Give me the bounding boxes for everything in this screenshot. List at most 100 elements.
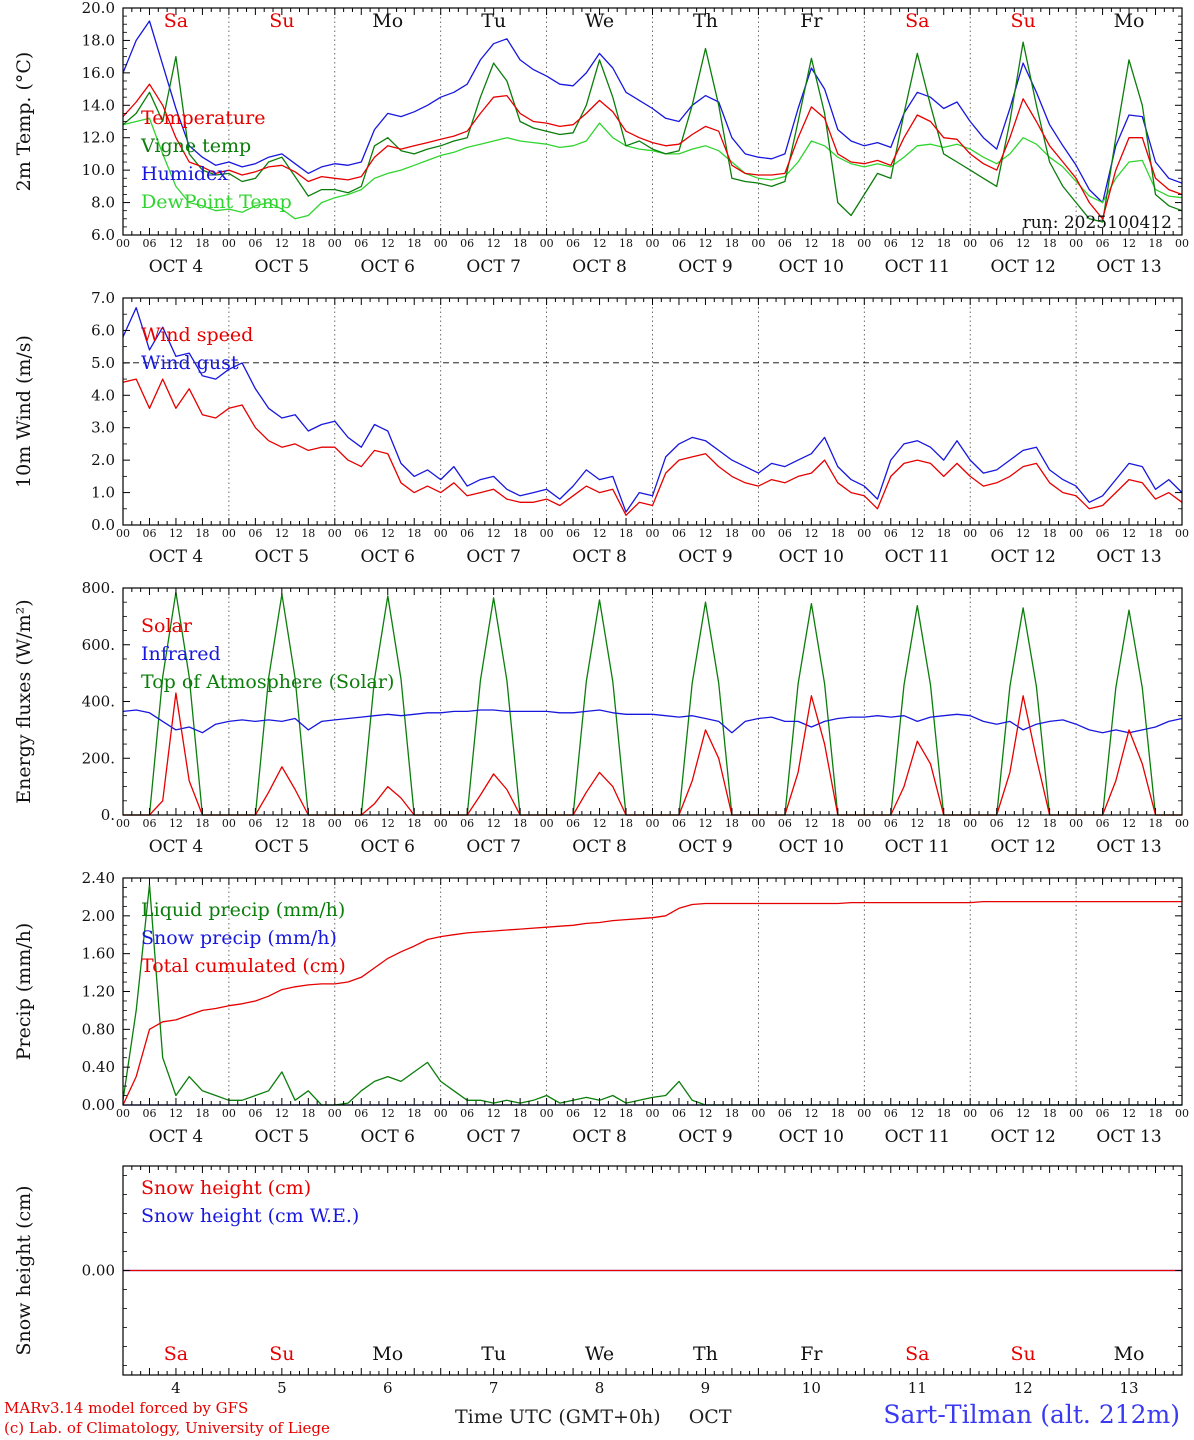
day-label: OCT 8 bbox=[572, 837, 627, 857]
hour-tick-label: 00 bbox=[963, 237, 977, 250]
day-label: OCT 4 bbox=[149, 547, 204, 567]
hour-tick-label: 06 bbox=[990, 237, 1004, 250]
day-label: OCT 6 bbox=[360, 257, 415, 277]
hour-tick-label: 12 bbox=[1016, 1107, 1030, 1120]
dow-label: Sa bbox=[905, 10, 929, 32]
day-label: OCT 5 bbox=[255, 547, 310, 567]
y-tick-label: 16.0 bbox=[82, 64, 115, 82]
day-number-label: 6 bbox=[383, 1379, 393, 1397]
legend-total-cumulated-cm-: Total cumulated (cm) bbox=[141, 955, 346, 977]
hour-tick-label: 06 bbox=[884, 527, 898, 540]
y-tick-label: 8.0 bbox=[91, 194, 115, 212]
day-label: OCT 10 bbox=[779, 1127, 844, 1147]
dow-label: Su bbox=[269, 1343, 294, 1365]
day-label: OCT 11 bbox=[885, 1127, 950, 1147]
day-label: OCT 10 bbox=[779, 837, 844, 857]
day-label: OCT 9 bbox=[678, 837, 733, 857]
hour-tick-label: 12 bbox=[169, 1107, 183, 1120]
hour-tick-label: 18 bbox=[725, 527, 739, 540]
day-label: OCT 9 bbox=[678, 1127, 733, 1147]
legend-temperature: Temperature bbox=[141, 107, 265, 129]
hour-tick-label: 06 bbox=[672, 1107, 686, 1120]
y-tick-label: 20.0 bbox=[82, 0, 115, 17]
dow-label: Fr bbox=[800, 1343, 823, 1365]
hour-tick-label: 00 bbox=[222, 527, 236, 540]
day-label: OCT 12 bbox=[990, 547, 1055, 567]
hour-tick-label: 18 bbox=[725, 1107, 739, 1120]
series-vigne-temp bbox=[122, 41, 1183, 223]
day-label: OCT 12 bbox=[990, 1127, 1055, 1147]
y-tick-label: 0.00 bbox=[82, 1262, 115, 1280]
hour-tick-label: 12 bbox=[1016, 237, 1030, 250]
y-tick-label: 600. bbox=[82, 636, 115, 654]
day-label: OCT 4 bbox=[149, 1127, 204, 1147]
y-tick-label: 2.40 bbox=[82, 870, 115, 887]
hour-tick-label: 00 bbox=[751, 817, 765, 830]
hour-tick-label: 12 bbox=[1016, 527, 1030, 540]
hour-tick-label: 12 bbox=[169, 237, 183, 250]
y-tick-label: 5.0 bbox=[91, 354, 115, 372]
hour-tick-label: 06 bbox=[566, 1107, 580, 1120]
footer: MARv3.14 model forced by GFS (c) Lab. of… bbox=[0, 1396, 1194, 1440]
hour-tick-label: 12 bbox=[910, 237, 924, 250]
dow-label: Sa bbox=[164, 10, 188, 32]
hour-tick-label: 00 bbox=[1069, 527, 1083, 540]
hour-tick-label: 12 bbox=[698, 1107, 712, 1120]
hour-tick-label: 12 bbox=[487, 817, 501, 830]
hour-tick-label: 12 bbox=[487, 237, 501, 250]
hour-tick-label: 00 bbox=[646, 237, 660, 250]
run-label: run: 2025100412 bbox=[1023, 213, 1172, 233]
dow-label: Tu bbox=[481, 10, 506, 32]
hour-tick-label: 00 bbox=[540, 237, 554, 250]
hour-tick-label: 00 bbox=[328, 237, 342, 250]
dow-label: Th bbox=[693, 1343, 718, 1365]
hour-tick-label: 00 bbox=[1069, 1107, 1083, 1120]
hour-tick-label: 00 bbox=[963, 1107, 977, 1120]
y-tick-label: 7.0 bbox=[91, 290, 115, 307]
hour-tick-label: 18 bbox=[1149, 237, 1163, 250]
hour-tick-label: 18 bbox=[1149, 817, 1163, 830]
hour-tick-label: 18 bbox=[619, 237, 633, 250]
hour-tick-label: 06 bbox=[566, 817, 580, 830]
day-label: OCT 10 bbox=[779, 547, 844, 567]
day-label: OCT 8 bbox=[572, 257, 627, 277]
hour-tick-label: 12 bbox=[593, 527, 607, 540]
hour-tick-label: 06 bbox=[142, 817, 156, 830]
hour-tick-label: 18 bbox=[1043, 1107, 1057, 1120]
hour-tick-label: 00 bbox=[434, 1107, 448, 1120]
hour-tick-label: 00 bbox=[116, 237, 130, 250]
hour-tick-label: 12 bbox=[910, 1107, 924, 1120]
day-number-label: 12 bbox=[1014, 1379, 1033, 1397]
legend-humidex: Humidex bbox=[141, 163, 228, 185]
hour-tick-label: 12 bbox=[593, 1107, 607, 1120]
hour-tick-label: 00 bbox=[222, 817, 236, 830]
hour-tick-label: 06 bbox=[778, 527, 792, 540]
hour-tick-label: 00 bbox=[857, 817, 871, 830]
legend-snow-precip-mm-h-: Snow precip (mm/h) bbox=[141, 927, 337, 949]
day-label: OCT 5 bbox=[255, 257, 310, 277]
series-wind-gust bbox=[122, 307, 1183, 513]
hour-tick-label: 06 bbox=[778, 237, 792, 250]
hour-tick-label: 18 bbox=[513, 1107, 527, 1120]
hour-tick-label: 00 bbox=[1069, 237, 1083, 250]
hour-tick-label: 18 bbox=[195, 527, 209, 540]
dow-label: Mo bbox=[372, 1343, 403, 1365]
hour-tick-label: 06 bbox=[248, 527, 262, 540]
x-axis-title-block: Time UTC (GMT+0h) OCT bbox=[455, 1406, 732, 1428]
y-tick-label: 1.0 bbox=[91, 484, 115, 502]
hour-tick-label: 00 bbox=[540, 1107, 554, 1120]
hour-tick-label: 18 bbox=[301, 817, 315, 830]
legend-dewpoint-temp: DewPoint Temp bbox=[141, 191, 292, 213]
panel-svg-temperature: 20.018.016.014.012.010.08.06.0 00 06 12 18 00… bbox=[13, 0, 1189, 277]
hour-tick-label: 18 bbox=[937, 237, 951, 250]
hour-tick-label: 00 bbox=[1175, 1107, 1189, 1120]
day-label: OCT 13 bbox=[1096, 547, 1161, 567]
legend-top-of-atmosphere-solar-: Top of Atmosphere (Solar) bbox=[141, 671, 394, 693]
hour-tick-label: 06 bbox=[142, 527, 156, 540]
y-axis-label: 2m Temp. (°C) bbox=[13, 52, 35, 192]
y-axis-label: Precip (mm/h) bbox=[13, 923, 35, 1061]
y-tick-label: 14.0 bbox=[82, 96, 115, 114]
y-tick-label: 800. bbox=[82, 580, 115, 597]
y-tick-label: 2.0 bbox=[91, 451, 115, 469]
hour-tick-label: 12 bbox=[381, 817, 395, 830]
